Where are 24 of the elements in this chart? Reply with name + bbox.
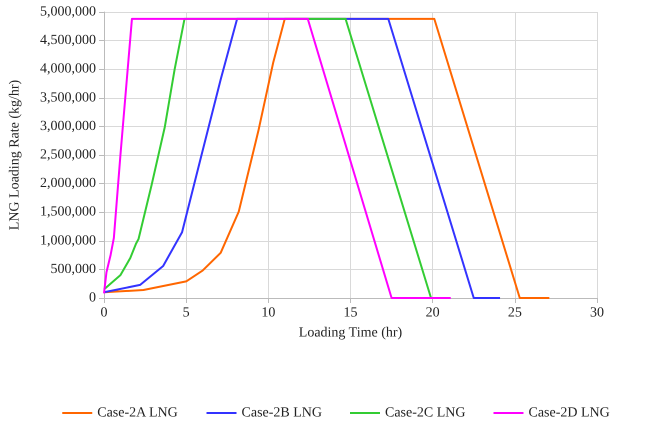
y-tick-label: 1,500,000	[40, 204, 96, 220]
y-tick-label: 500,000	[50, 262, 96, 277]
legend-label: Case-2D LNG	[528, 406, 610, 420]
y-tick-label: 3,500,000	[40, 90, 96, 106]
x-tick-label: 15	[344, 306, 358, 320]
x-tick-label: 30	[590, 306, 604, 320]
legend-label: Case-2C LNG	[385, 406, 466, 420]
y-tick-label: 3,000,000	[40, 118, 96, 134]
y-tick-label: 4,500,000	[40, 33, 96, 48]
y-tick-label: 2,000,000	[40, 176, 96, 192]
y-tick-label: 5,000,000	[40, 4, 96, 20]
legend-label: Case-2B LNG	[242, 406, 322, 420]
y-axis-title: LNG Loading Rate (kg/hr)	[8, 79, 22, 230]
x-tick-label: 10	[261, 306, 276, 320]
y-tick-label: 0	[89, 290, 96, 306]
y-tick-label: 2,500,000	[40, 148, 96, 162]
y-tick-label: 4,000,000	[40, 62, 96, 77]
x-tick-label: 20	[426, 306, 440, 320]
x-tick-label: 0	[100, 306, 108, 320]
x-axis-title: Loading Time (hr)	[298, 326, 403, 340]
x-tick-label: 25	[508, 306, 522, 320]
x-tick-label: 5	[182, 306, 190, 320]
legend-label: Case-2A LNG	[97, 406, 178, 420]
y-tick-label: 1,000,000	[40, 233, 96, 248]
